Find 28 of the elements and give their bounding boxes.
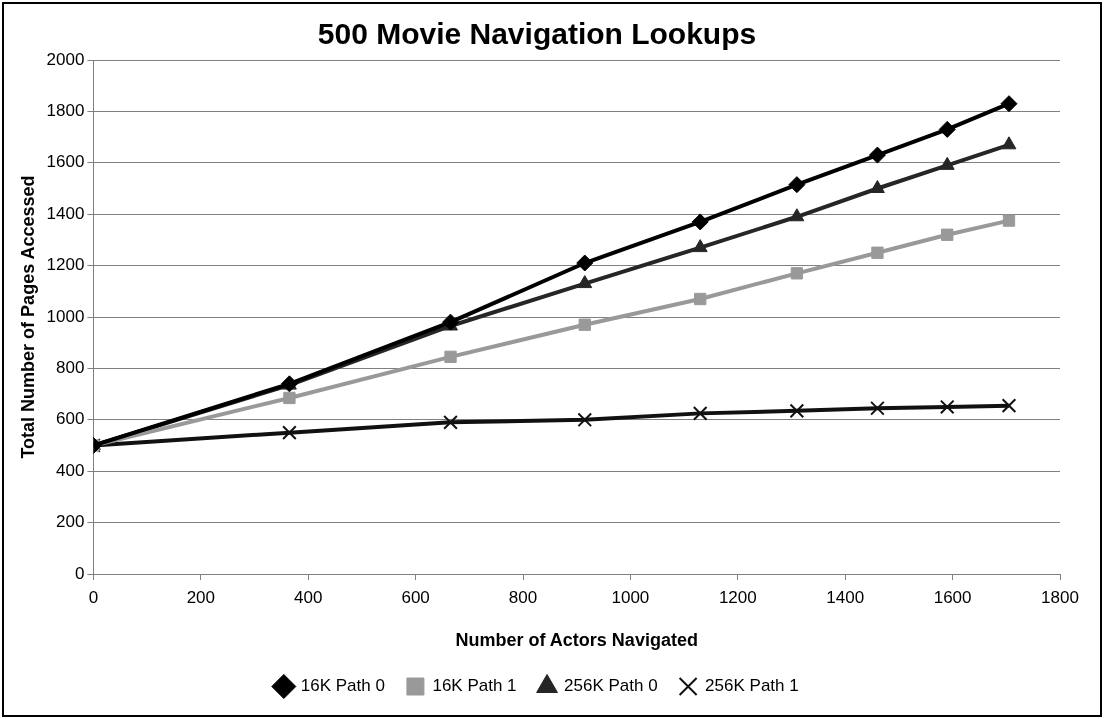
y-tick-label: 1400 — [46, 203, 85, 223]
x-tick-label: 1400 — [826, 587, 865, 607]
legend-label: 256K Path 1 — [705, 676, 799, 696]
legend-label: 16K Path 0 — [300, 676, 385, 696]
y-tick-label: 400 — [56, 460, 85, 480]
y-tick-label: 600 — [56, 409, 85, 429]
y-tick-label: 800 — [56, 358, 85, 378]
x-tick-label: 600 — [401, 587, 430, 607]
chart-title: 500 Movie Navigation Lookups — [317, 17, 757, 51]
y-tick-label: 200 — [56, 512, 85, 532]
y-tick-label: 1800 — [46, 101, 85, 121]
y-tick-label: 1000 — [46, 306, 85, 326]
legend-label: 16K Path 1 — [432, 676, 517, 696]
legend-label: 256K Path 0 — [564, 676, 658, 696]
x-tick-label: 200 — [186, 587, 215, 607]
y-tick-label: 0 — [74, 563, 85, 583]
x-tick-label: 400 — [294, 587, 323, 607]
y-tick-label: 2000 — [46, 49, 85, 69]
x-tick-label: 0 — [88, 587, 99, 607]
x-tick-label: 800 — [508, 587, 538, 607]
x-axis-title: Number of Actors Navigated — [455, 630, 698, 651]
x-tick-label: 1800 — [1041, 587, 1079, 607]
y-axis-title: Total Number of Pages Accessed — [17, 175, 38, 459]
y-tick-label: 1200 — [46, 255, 85, 275]
x-tick-label: 1000 — [611, 587, 650, 607]
y-tick-label: 1600 — [46, 152, 85, 172]
x-tick-label: 1200 — [718, 587, 757, 607]
x-tick-label: 1600 — [933, 587, 972, 607]
